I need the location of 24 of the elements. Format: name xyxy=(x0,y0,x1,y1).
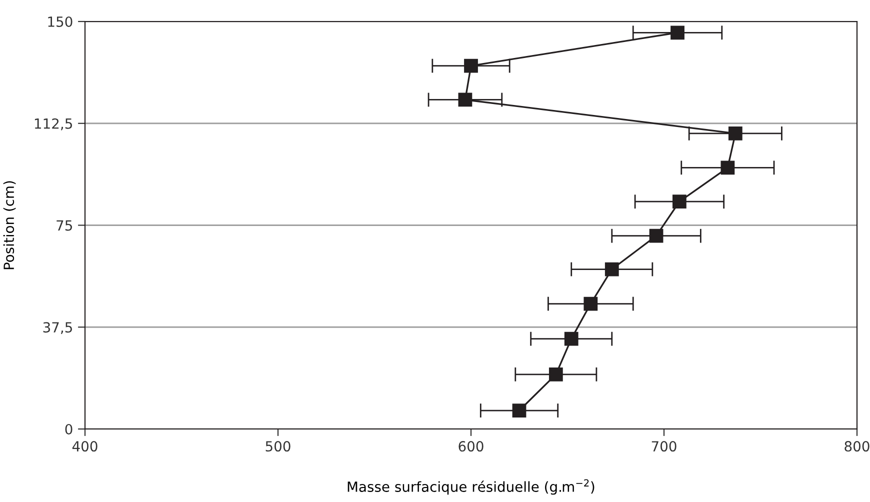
x-axis-title: Masse surfacique résiduelle (g.m$^{−2}$) xyxy=(348,479,594,495)
point xyxy=(548,367,563,382)
y-tick-label: 0 xyxy=(65,424,72,434)
point xyxy=(458,92,472,107)
point xyxy=(604,262,619,276)
point xyxy=(464,58,478,73)
x-tick-label: 600 xyxy=(458,441,484,452)
y-tick-label: 75 xyxy=(56,220,72,231)
point xyxy=(649,228,664,243)
y-axis-title: Position (cm) xyxy=(3,181,16,270)
x-tick-label: 400 xyxy=(72,441,98,452)
point xyxy=(728,126,742,140)
x-tick-label: 800 xyxy=(844,441,870,452)
y-tick-label: 112,5 xyxy=(34,118,72,130)
point xyxy=(670,26,684,40)
point xyxy=(672,194,686,209)
x-tick-label: 500 xyxy=(266,441,290,452)
point xyxy=(512,404,526,418)
y-tick-label: 150 xyxy=(48,16,72,27)
point xyxy=(564,332,578,346)
x-tick-label: 700 xyxy=(652,441,676,452)
y-tick-label: 37,5 xyxy=(43,322,72,334)
point xyxy=(720,160,735,175)
point xyxy=(584,296,598,311)
